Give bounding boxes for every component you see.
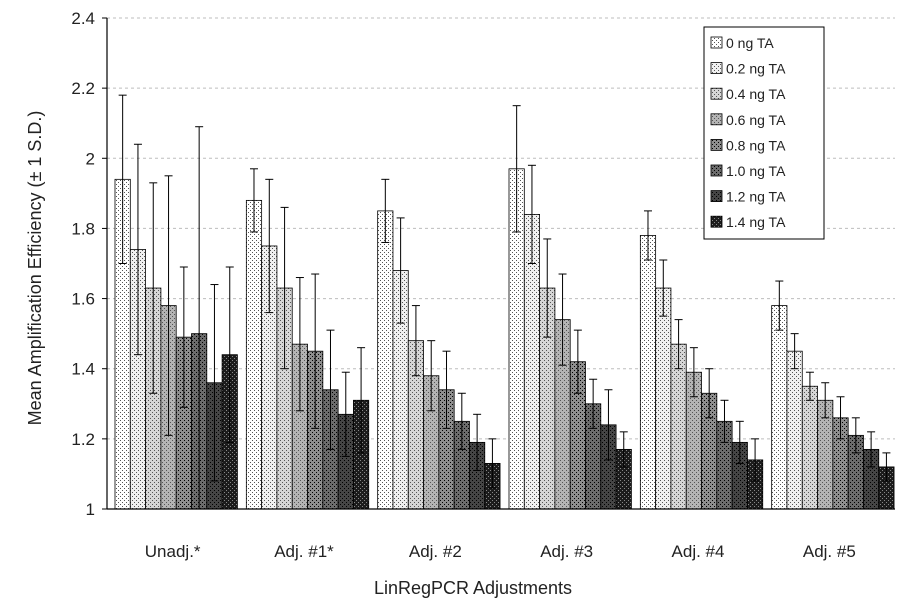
legend-label: 0.8 ng TA — [726, 137, 786, 153]
legend-swatch — [710, 190, 723, 203]
axes — [106, 18, 895, 510]
legend-label: 0.4 ng TA — [726, 86, 786, 102]
legend-label: 0.6 ng TA — [726, 112, 786, 128]
y-tick-labels: 1 1.2 1.4 1.6 1.8 2 2.2 2.4 — [71, 9, 107, 519]
bar — [771, 305, 788, 510]
y-tick-label: 1.4 — [71, 360, 95, 379]
bar — [786, 350, 803, 510]
x-category-labels: Unadj.* Adj. #1* Adj. #2 Adj. #3 Adj. #4 Adj.… — [145, 542, 856, 561]
x-category-label: Adj. #1* — [274, 542, 334, 561]
legend-label: 1.4 ng TA — [726, 214, 786, 230]
legend-box — [703, 26, 825, 240]
legend-swatch — [710, 164, 723, 177]
x-category-label: Adj. #5 — [803, 542, 856, 561]
legend-swatch — [710, 62, 723, 74]
error-bars — [118, 94, 891, 509]
legend-swatch — [710, 87, 723, 100]
x-axis-title: LinRegPCR Adjustments — [374, 578, 572, 598]
y-tick-label: 1.6 — [71, 290, 95, 309]
legend-swatch — [710, 138, 723, 151]
y-tick-label: 1 — [86, 500, 95, 519]
y-tick-label: 2.4 — [71, 9, 95, 28]
x-category-label: Adj. #3 — [540, 542, 593, 561]
bar — [655, 287, 672, 510]
legend-label: 1.2 ng TA — [726, 189, 786, 205]
bar — [377, 210, 394, 510]
legend-label: 0.2 ng TA — [726, 61, 786, 77]
legend: 0 ng TA 0.2 ng TA 0.4 ng TA 0.6 ng TA 0.8 ng… — [703, 26, 825, 240]
x-category-label: Unadj.* — [145, 542, 201, 561]
bar — [245, 199, 263, 510]
x-category-label: Adj. #4 — [672, 542, 725, 561]
legend-label: 0 ng TA — [726, 35, 774, 51]
legend-swatch — [710, 36, 723, 49]
bar — [801, 385, 818, 510]
y-axis-title: Mean Amplification Efficiency (± 1 S.D.) — [25, 111, 45, 426]
legend-label: 1.0 ng TA — [726, 163, 786, 179]
x-category-label: Adj. #2 — [409, 542, 462, 561]
bar-group — [114, 168, 895, 510]
legend-swatch — [710, 215, 723, 228]
y-tick-label: 1.2 — [71, 430, 95, 449]
bar — [639, 235, 657, 510]
y-tick-label: 2.2 — [71, 79, 95, 98]
y-tick-label: 2 — [86, 149, 95, 168]
y-tick-label: 1.8 — [71, 219, 95, 238]
legend-swatch — [710, 113, 723, 126]
